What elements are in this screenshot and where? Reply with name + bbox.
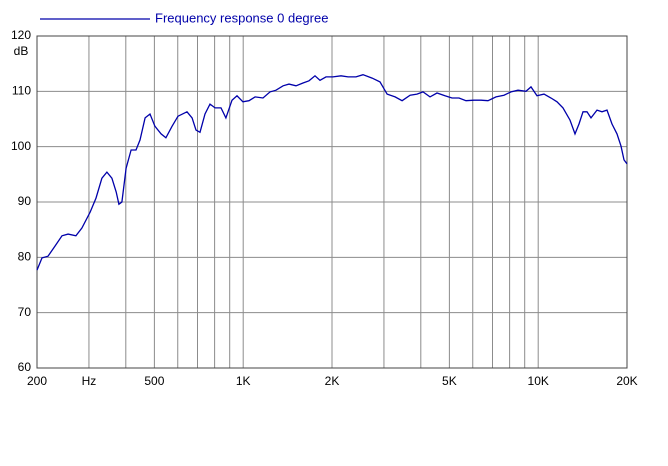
x-tick-label: 10K xyxy=(528,374,549,388)
x-tick-label: Hz xyxy=(82,374,97,388)
x-tick-label: 500 xyxy=(144,374,164,388)
plot-frame xyxy=(36,35,628,369)
y-tick-label: 100 xyxy=(11,139,31,153)
y-tick-label: 80 xyxy=(18,250,32,264)
y-tick-label: 120 xyxy=(11,28,31,42)
response-line xyxy=(36,74,628,271)
legend-label: Frequency response 0 degree xyxy=(155,10,328,25)
y-tick-label: 60 xyxy=(18,360,32,374)
y-tick-label: 70 xyxy=(18,305,32,319)
x-tick-label: 2K xyxy=(325,374,340,388)
x-tick-label: 1K xyxy=(236,374,251,388)
y-axis-label: dB xyxy=(14,44,29,58)
y-tick-label: 110 xyxy=(12,84,31,98)
x-tick-label: 200 xyxy=(27,374,47,388)
y-tick-label: 90 xyxy=(18,194,32,208)
x-tick-label: 20K xyxy=(616,374,637,388)
x-tick-label: 5K xyxy=(442,374,457,388)
